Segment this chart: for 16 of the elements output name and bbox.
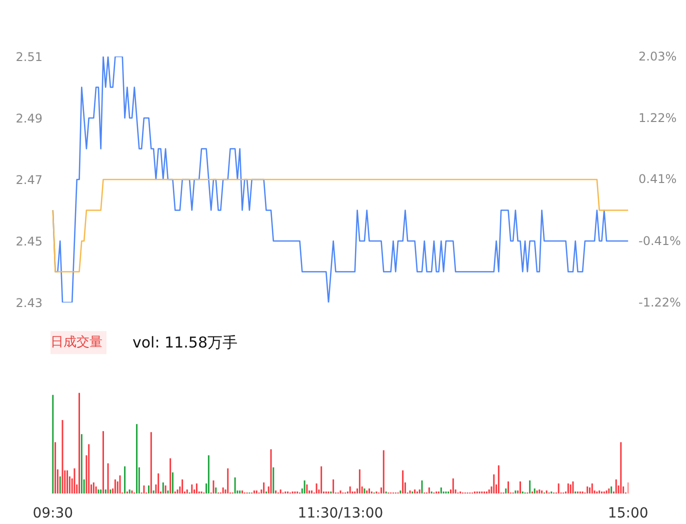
y2-tick-label: 1.22% — [638, 110, 677, 125]
y-tick-label: 2.51 — [16, 50, 42, 64]
line-series — [52, 178, 629, 272]
y-tick-label: 2.43 — [16, 296, 42, 310]
y2-tick-label: 0.41% — [638, 172, 677, 186]
y2-tick-label: -1.22% — [638, 296, 681, 310]
text: vol: 11.58万手 — [132, 334, 238, 352]
x-tick-label: 15:00 — [608, 506, 648, 522]
x-tick-label: 09:30 — [32, 506, 74, 522]
y2-tick-label: 2.03% — [638, 50, 677, 64]
x-tick-label: 11:30/13:00 — [298, 506, 384, 522]
y-tick-label: 2.49 — [16, 112, 42, 126]
y-tick-label: 2.45 — [16, 234, 42, 248]
text: 日成交量 — [50, 334, 102, 350]
y-tick-label: 2.47 — [16, 173, 42, 187]
y2-tick-label: -0.41% — [638, 234, 681, 248]
